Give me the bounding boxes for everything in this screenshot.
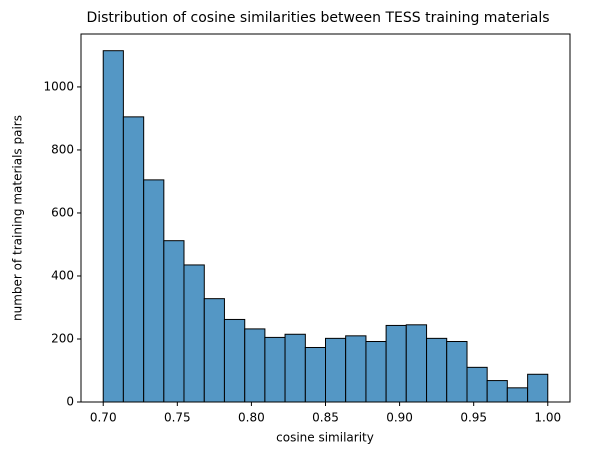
y-tick-label: 0 (66, 395, 74, 409)
y-tick-label: 400 (51, 268, 74, 282)
x-tick-label: 0.70 (90, 411, 117, 425)
x-tick-label: 0.85 (312, 411, 339, 425)
bar (486, 380, 508, 403)
bar (183, 264, 205, 403)
x-tick-label: 0.90 (386, 411, 413, 425)
bar (426, 337, 448, 403)
bar (143, 179, 165, 403)
bar (264, 336, 286, 403)
bar (304, 346, 326, 403)
bar (163, 240, 185, 403)
x-tick-label: 0.80 (238, 411, 265, 425)
plot-frame (80, 33, 571, 403)
bar (244, 328, 266, 403)
bar (223, 318, 246, 403)
bar (446, 341, 468, 403)
x-axis-label: cosine similarity (276, 431, 374, 445)
bar (365, 341, 387, 403)
bar (385, 324, 407, 403)
x-tick-label: 0.75 (164, 411, 191, 425)
bar (203, 298, 225, 403)
y-tick-label: 1000 (43, 79, 74, 93)
bar (527, 373, 549, 403)
bar (102, 50, 124, 403)
bar (506, 387, 529, 403)
y-axis-label: number of training materials pairs (11, 115, 25, 321)
bar (345, 335, 367, 403)
bar (325, 337, 347, 403)
x-tick-label: 1.00 (534, 411, 561, 425)
x-tick-label: 0.95 (460, 411, 487, 425)
y-tick-label: 200 (51, 331, 74, 345)
y-tick-label: 600 (51, 205, 74, 219)
chart-title: Distribution of cosine similarities betw… (86, 10, 549, 26)
y-tick-label: 800 (51, 142, 74, 156)
bar (284, 333, 306, 403)
bar (122, 116, 145, 403)
bar (405, 324, 428, 403)
bar (466, 366, 488, 403)
